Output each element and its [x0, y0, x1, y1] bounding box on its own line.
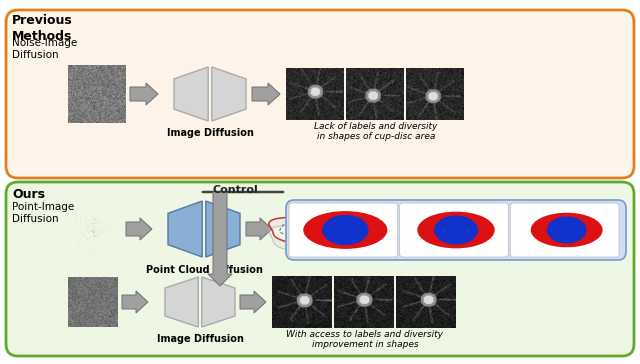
FancyBboxPatch shape: [289, 203, 397, 257]
FancyBboxPatch shape: [399, 203, 508, 257]
Polygon shape: [126, 218, 152, 240]
Polygon shape: [168, 201, 202, 257]
Ellipse shape: [322, 215, 369, 245]
Text: Control: Control: [212, 185, 258, 195]
Ellipse shape: [531, 213, 603, 247]
Text: Point-Image
Diffusion: Point-Image Diffusion: [12, 202, 74, 224]
Polygon shape: [252, 83, 280, 105]
FancyBboxPatch shape: [286, 200, 626, 260]
Text: Image Diffusion: Image Diffusion: [166, 128, 253, 138]
Polygon shape: [212, 67, 246, 121]
Polygon shape: [322, 215, 366, 249]
Text: Noise-Image
Diffusion: Noise-Image Diffusion: [12, 38, 77, 60]
Polygon shape: [269, 217, 316, 251]
Polygon shape: [122, 291, 148, 313]
Ellipse shape: [417, 211, 495, 248]
Polygon shape: [174, 67, 208, 121]
Polygon shape: [130, 83, 158, 105]
Polygon shape: [372, 217, 417, 251]
Polygon shape: [165, 277, 198, 327]
Text: Ours: Ours: [12, 188, 45, 201]
Polygon shape: [208, 192, 232, 286]
Polygon shape: [246, 218, 272, 240]
Text: Previous
Methods: Previous Methods: [12, 14, 73, 43]
Ellipse shape: [547, 217, 587, 244]
Text: With access to labels and diversity
improvement in shapes: With access to labels and diversity impr…: [287, 330, 444, 349]
FancyBboxPatch shape: [6, 10, 634, 178]
Text: Lack of labels and diversity
in shapes of cup-disc area: Lack of labels and diversity in shapes o…: [314, 122, 438, 141]
Polygon shape: [206, 201, 240, 257]
FancyBboxPatch shape: [510, 203, 619, 257]
Polygon shape: [202, 277, 235, 327]
Ellipse shape: [434, 215, 478, 245]
FancyBboxPatch shape: [6, 182, 634, 356]
Polygon shape: [240, 291, 266, 313]
Ellipse shape: [303, 211, 387, 249]
Text: Image Diffusion: Image Diffusion: [157, 334, 243, 344]
Text: Point Cloud Diffusion: Point Cloud Diffusion: [145, 265, 262, 275]
